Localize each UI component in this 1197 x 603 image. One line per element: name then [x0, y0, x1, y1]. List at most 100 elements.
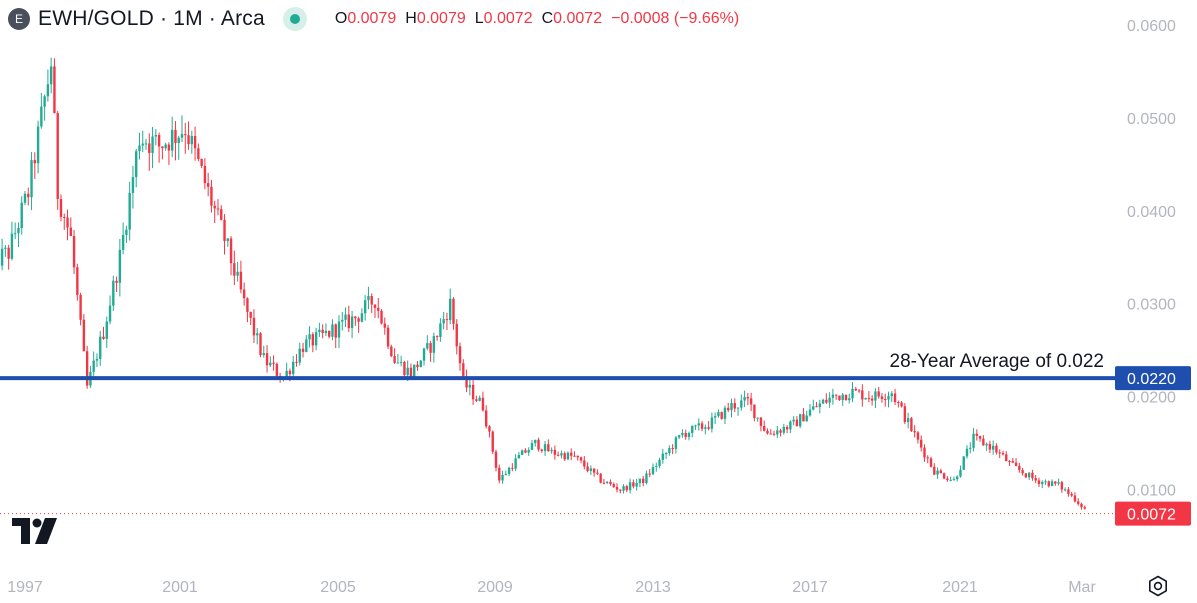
- y-tick-label: 0.0500: [1127, 111, 1176, 128]
- candle-body: [416, 364, 419, 368]
- low-value: 0.0072: [483, 10, 533, 27]
- candle-body: [190, 136, 194, 145]
- candle-body: [347, 314, 351, 329]
- candle-body: [1021, 470, 1024, 474]
- candle-body: [782, 426, 786, 433]
- candle-body: [766, 430, 769, 434]
- candle-body: [615, 486, 619, 490]
- candle-body: [812, 406, 815, 410]
- candle-body: [324, 330, 328, 334]
- candle-body: [341, 319, 344, 322]
- candle-body: [900, 402, 903, 407]
- candle-body: [220, 209, 223, 220]
- status-dot-icon[interactable]: [282, 7, 307, 31]
- candle-body: [138, 145, 141, 152]
- candle-body: [0, 248, 4, 266]
- candle-body: [949, 479, 952, 481]
- candle-body: [308, 334, 311, 340]
- average-price-tag-label: 0.0220: [1127, 371, 1176, 388]
- candle-body: [360, 313, 364, 322]
- candle-body: [13, 233, 17, 235]
- candle-body: [262, 353, 265, 356]
- candle-body: [861, 390, 864, 400]
- price-axis[interactable]: 0.0100 0.0200 0.0300 0.0400 0.0500 0.0600: [1127, 18, 1176, 500]
- candle-body: [1001, 452, 1005, 455]
- candle-body: [115, 280, 118, 283]
- candle-body: [589, 468, 593, 471]
- candle-body: [233, 263, 236, 276]
- candle-body: [144, 143, 148, 145]
- ohlc-values: O0.0079 H0.0079 L0.0072 C0.0072 −0.0008 …: [335, 10, 739, 28]
- y-tick-label: 0.0600: [1127, 18, 1176, 35]
- candle-body: [903, 406, 907, 423]
- candle-body: [377, 307, 380, 311]
- candle-body: [736, 407, 740, 409]
- candle-body: [1060, 482, 1064, 490]
- candlestick-series: [0, 57, 1086, 510]
- candle-body: [854, 388, 857, 391]
- candle-body: [206, 183, 210, 187]
- candle-body: [563, 453, 566, 460]
- candle-body: [17, 227, 20, 234]
- candle-body: [520, 450, 524, 455]
- candle-body: [534, 439, 537, 444]
- symbol-title[interactable]: EWH/GOLD · 1M · Arca: [38, 7, 265, 30]
- candle-body: [363, 300, 367, 314]
- candle-body: [1080, 503, 1083, 508]
- candle-body: [704, 427, 707, 429]
- candle-body: [821, 399, 825, 404]
- candle-body: [547, 444, 550, 452]
- candle-body: [1027, 472, 1031, 478]
- candle-body: [730, 403, 733, 411]
- candle-body: [197, 148, 200, 159]
- candle-body: [825, 399, 828, 403]
- candle-body: [252, 317, 256, 336]
- candle-body: [609, 481, 612, 485]
- candle-body: [311, 334, 315, 346]
- candle-body: [1054, 481, 1057, 484]
- candle-body: [991, 445, 995, 450]
- candle-body: [118, 249, 122, 283]
- candle-body: [226, 238, 229, 242]
- settings-icon[interactable]: [1147, 575, 1169, 602]
- candle-body: [946, 478, 949, 481]
- candle-body: [851, 388, 854, 399]
- candle-body: [43, 96, 46, 107]
- average-line-label: 28-Year Average of 0.022: [890, 351, 1104, 372]
- candle-body: [1034, 478, 1037, 481]
- candle-body: [978, 435, 982, 439]
- candle-body: [622, 486, 625, 491]
- candle-body: [740, 400, 743, 408]
- candle-body: [223, 219, 226, 242]
- candle-body: [154, 135, 158, 137]
- candle-body: [27, 193, 30, 198]
- candle-body: [1041, 482, 1044, 485]
- candle-body: [537, 439, 540, 450]
- change-value: −0.0008 (−9.66%): [611, 10, 740, 27]
- candle-body: [406, 367, 409, 376]
- candle-body: [556, 454, 560, 456]
- candle-body: [985, 443, 988, 446]
- candle-body: [449, 298, 452, 321]
- candle-body: [367, 295, 370, 301]
- tradingview-logo-icon[interactable]: [12, 518, 58, 549]
- x-tick-label: Mar: [1068, 579, 1096, 596]
- candle-body: [148, 143, 151, 153]
- candle-body: [838, 395, 841, 401]
- time-axis[interactable]: 1997 2001 2005 2009 2013 2017 2021 Mar: [7, 579, 1096, 596]
- candle-body: [877, 391, 880, 397]
- candle-body: [95, 358, 99, 361]
- symbol-badge[interactable]: E: [8, 8, 30, 30]
- candle-body: [789, 421, 792, 430]
- candle-body: [969, 447, 972, 449]
- last-price-tag-label: 0.0072: [1127, 507, 1176, 524]
- candle-body: [717, 412, 720, 417]
- candle-body: [841, 394, 844, 401]
- candle-body: [527, 449, 530, 453]
- candle-body: [373, 304, 377, 308]
- candle-body: [939, 470, 943, 474]
- candle-body: [972, 433, 975, 448]
- candle-body: [478, 397, 481, 401]
- candle-body: [632, 482, 635, 487]
